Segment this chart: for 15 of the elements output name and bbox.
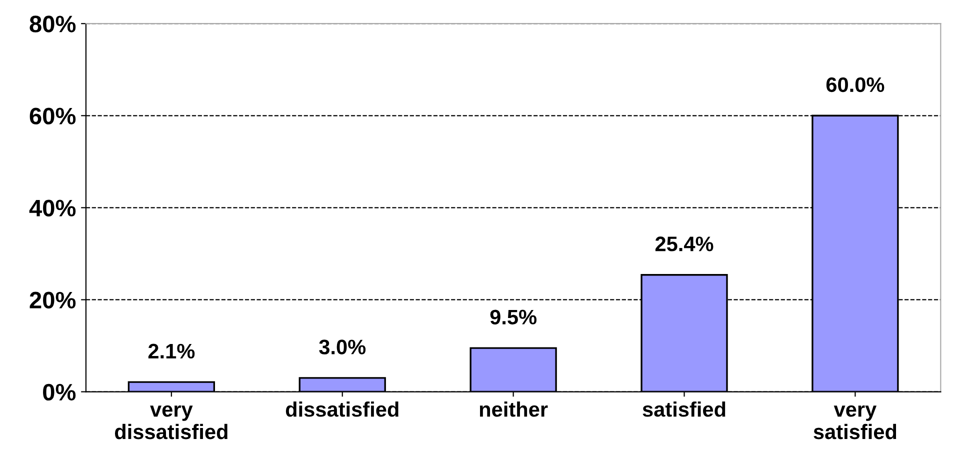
y-tick-label: 20% <box>30 292 76 309</box>
y-tick-label: 80% <box>30 16 76 32</box>
y-tick-label: 0% <box>43 384 76 401</box>
data-label: 3.0% <box>319 340 366 354</box>
y-tick-label: 40% <box>29 200 76 216</box>
data-label: 25.4% <box>655 236 714 252</box>
x-tick-label: very dissatisfied <box>114 405 228 440</box>
y-tick-label: 60% <box>30 108 76 124</box>
data-label: 9.5% <box>490 310 537 324</box>
x-tick-label: very satisfied <box>814 405 896 440</box>
data-label: 2.1% <box>148 344 195 358</box>
x-tick-label: satisfied <box>642 401 726 417</box>
data-label: 60.0% <box>826 77 884 92</box>
x-tick-label: neither <box>480 401 548 417</box>
x-tick-label: dissatisfied <box>286 401 398 417</box>
